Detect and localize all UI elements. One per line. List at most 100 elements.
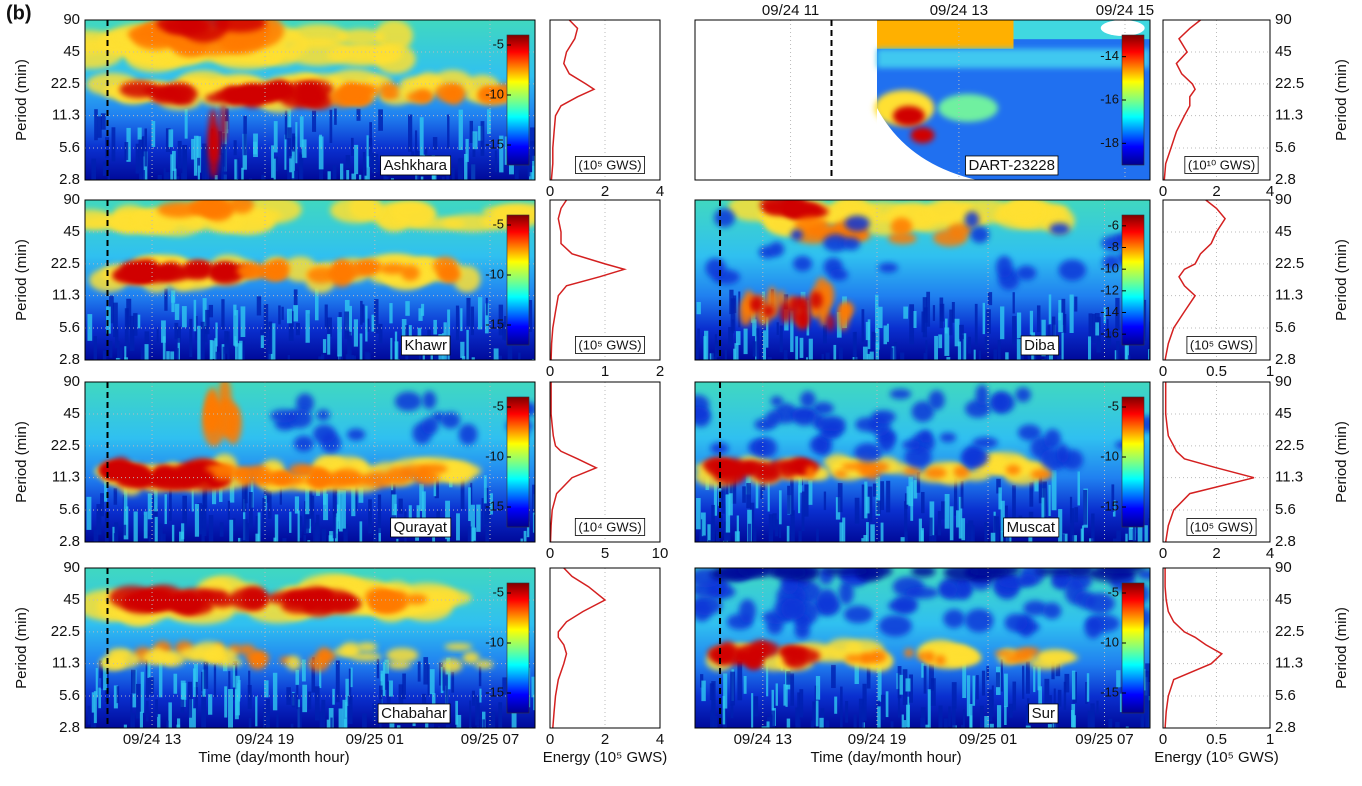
heatmap-streak <box>697 328 700 348</box>
heatmap-blob <box>85 209 114 230</box>
heatmap-streak <box>286 308 292 324</box>
heatmap-streak <box>165 172 170 180</box>
heatmap-streak <box>440 666 444 694</box>
heatmap-streak <box>295 323 300 336</box>
heatmap-streak <box>1074 296 1078 312</box>
heatmap-streak <box>193 708 196 728</box>
heatmap-streak <box>214 338 217 360</box>
heatmap-streak <box>87 705 91 725</box>
heatmap-streak <box>990 532 996 542</box>
heatmap-streak <box>368 499 372 534</box>
heatmap-streak <box>378 323 383 344</box>
y-tick-label: 11.3 <box>52 469 80 486</box>
heatmap-streak <box>880 522 884 542</box>
heatmap-streak <box>124 308 129 349</box>
spectrogram-panel: -6 -8 -10 -12 -14 -16 Diba <box>694 199 1151 361</box>
heatmap-streak <box>232 518 236 531</box>
heatmap-streak <box>1116 670 1121 688</box>
heatmap-streak <box>197 503 203 535</box>
heatmap-streak <box>1116 341 1120 360</box>
heatmap-streak <box>1095 322 1100 336</box>
plot-frame <box>549 567 661 729</box>
heatmap-streak <box>222 144 227 180</box>
heatmap-streak <box>528 172 534 180</box>
heatmap-streak <box>140 671 145 713</box>
heatmap-blob <box>942 646 977 663</box>
heatmap-streak <box>927 689 931 728</box>
heatmap-streak <box>177 718 181 728</box>
heatmap-blob <box>919 429 932 443</box>
heatmap-streak <box>761 726 767 728</box>
heatmap-streak <box>470 482 473 512</box>
heatmap-streak <box>346 170 350 180</box>
heatmap-streak <box>287 166 291 180</box>
heatmap-streak <box>938 705 943 728</box>
heatmap <box>85 568 535 728</box>
heatmap-blob <box>1005 464 1021 476</box>
heatmap-streak <box>148 536 151 542</box>
heatmap-streak <box>712 715 718 728</box>
heatmap-streak <box>205 309 210 335</box>
heatmap-streak <box>502 677 508 695</box>
x-tick-label: 0 <box>1159 363 1167 380</box>
heatmap-streak <box>1074 507 1079 523</box>
colorbar-tick-label: -5 <box>1107 398 1119 413</box>
heatmap-streak <box>236 158 240 180</box>
plot-frame <box>694 567 1151 729</box>
heatmap-blob <box>241 586 269 611</box>
heatmap-streak <box>354 144 359 175</box>
heatmap <box>85 200 535 360</box>
heatmap-streak <box>233 140 237 156</box>
x-tick-label: 0 <box>546 731 554 748</box>
heatmap-streak <box>228 689 234 728</box>
energy-line <box>552 567 607 729</box>
heatmap-streak <box>100 493 105 517</box>
heatmap-streak <box>359 521 363 542</box>
heatmap-streak <box>217 131 222 156</box>
heatmap-streak <box>819 717 824 728</box>
heatmap-streak <box>255 696 258 727</box>
heatmap-streak <box>292 133 296 152</box>
heatmap-streak <box>527 155 531 177</box>
heatmap-streak <box>451 167 455 180</box>
heatmap-streak <box>478 666 482 687</box>
colorbar-tick-label: -14 <box>1100 48 1119 63</box>
heatmap-streak <box>1048 294 1052 325</box>
heatmap-streak <box>948 706 951 727</box>
x-tick-label: 4 <box>656 731 664 748</box>
heatmap-streak <box>343 719 347 728</box>
heatmap-streak <box>169 485 172 521</box>
heatmap-streak <box>431 693 436 707</box>
heatmap-streak <box>96 504 102 535</box>
heatmap-streak <box>772 513 777 530</box>
heatmap-blob <box>440 265 461 283</box>
heatmap-blob <box>710 442 729 455</box>
heatmap-streak <box>798 472 801 514</box>
heatmap-streak <box>296 685 299 710</box>
x-tick-label: 09/25 07 <box>1075 731 1133 748</box>
heatmap-blob <box>695 406 710 421</box>
heatmap-streak <box>162 336 166 360</box>
heatmap-streak <box>1055 663 1061 677</box>
heatmap-streak <box>718 490 723 508</box>
heatmap-streak <box>906 704 910 728</box>
y-axis-label: Period (min) <box>1333 607 1350 689</box>
heatmap-streak <box>1145 700 1150 728</box>
heatmap-streak <box>1140 713 1144 728</box>
heatmap-streak <box>260 335 264 348</box>
heatmap-streak <box>282 538 287 542</box>
heatmap-streak <box>768 514 774 542</box>
heatmap-streak <box>385 662 389 690</box>
heatmap-streak <box>123 483 128 525</box>
heatmap-streak <box>227 331 230 360</box>
heatmap-blob <box>827 314 835 332</box>
heatmap-streak <box>164 494 167 525</box>
heatmap-streak <box>275 156 278 172</box>
heatmap-blob <box>1018 573 1037 587</box>
heatmap-streak <box>875 294 879 333</box>
heatmap-streak <box>139 711 143 728</box>
heatmap-streak <box>808 480 813 505</box>
heatmap-streak <box>918 518 922 542</box>
heatmap-blob <box>295 81 323 97</box>
